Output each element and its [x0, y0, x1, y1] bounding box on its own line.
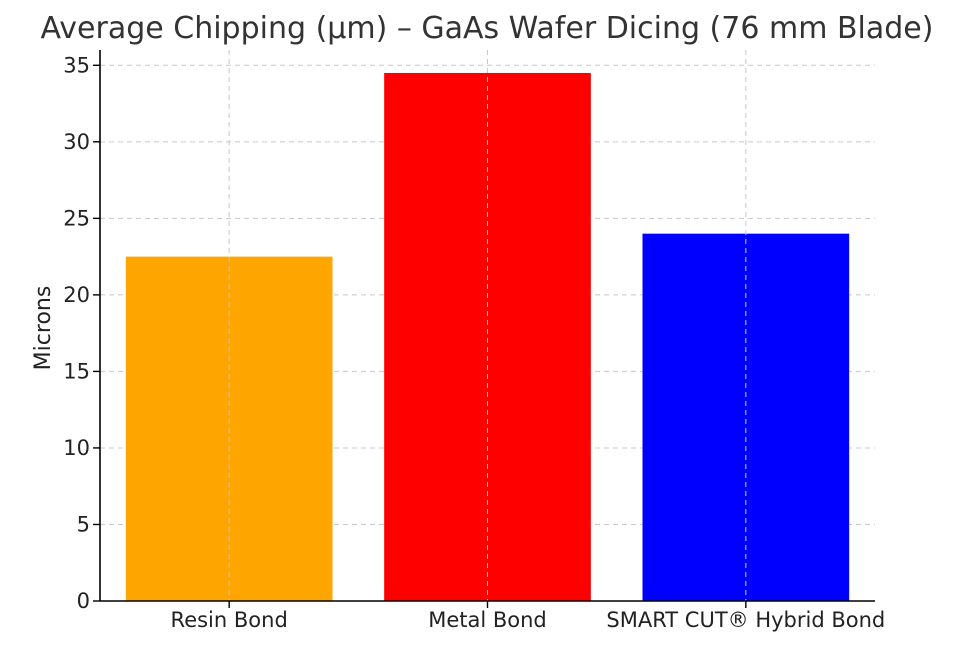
vertical-grid-lines	[228, 50, 747, 601]
x-axis-ticks: Resin Bond Metal Bond SMART CUT® Hybrid Bo…	[171, 601, 885, 632]
x-tick-label: Resin Bond	[171, 608, 288, 632]
y-tick-label: 30	[63, 130, 90, 154]
x-tick-label: SMART CUT® Hybrid Bond	[606, 608, 885, 632]
y-tick-label: 25	[63, 206, 90, 230]
y-axis-label: Microns	[31, 286, 56, 371]
y-tick-label: 0	[77, 589, 90, 613]
y-tick-label: 20	[63, 283, 90, 307]
y-tick-label: 35	[63, 53, 90, 77]
y-axis-ticks: 0 5 10 15 20 25 30 35	[63, 53, 100, 613]
y-tick-label: 10	[63, 436, 90, 460]
y-tick-label: 5	[77, 512, 90, 536]
x-tick-label: Metal Bond	[428, 608, 547, 632]
y-tick-label: 15	[63, 359, 90, 383]
chart-title: Average Chipping (µm) – GaAs Wafer Dicin…	[41, 11, 934, 46]
